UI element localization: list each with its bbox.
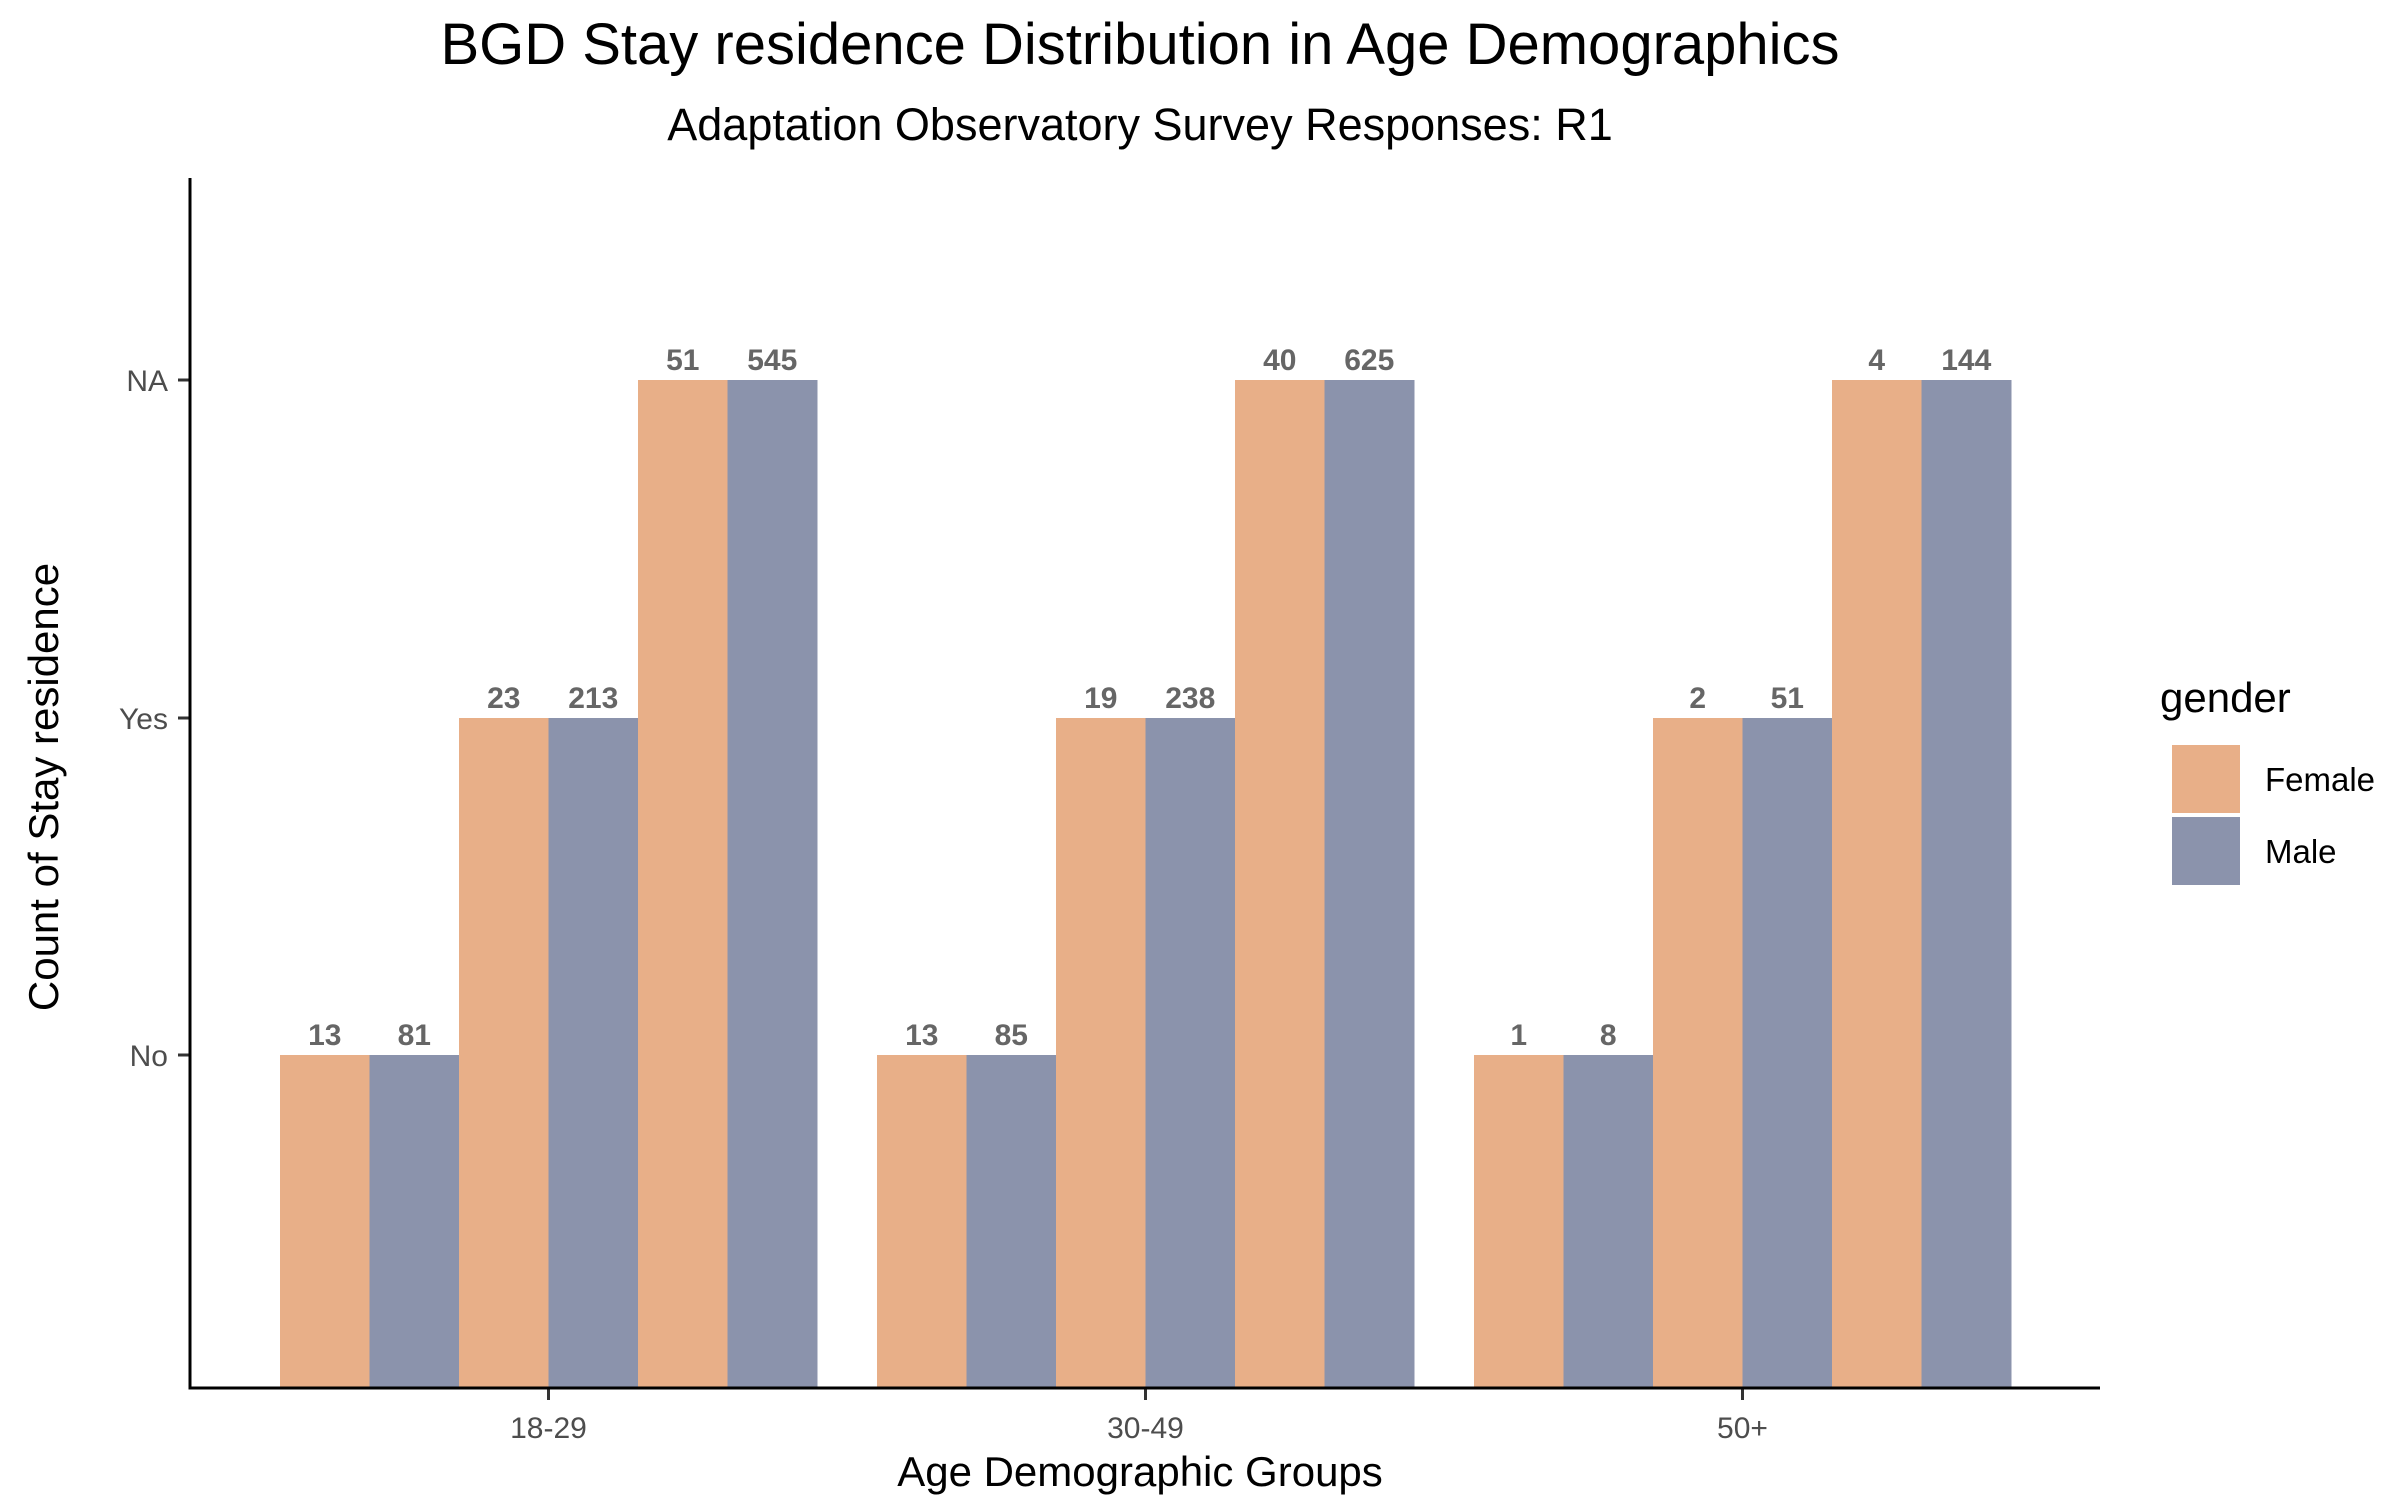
bar-female-no-30-49 (877, 1055, 967, 1388)
x-axis-title: Age Demographic Groups (897, 1448, 1383, 1495)
bar-female-na-50+ (1832, 380, 1922, 1388)
data-label: 2 (1689, 682, 1706, 715)
data-label: 625 (1344, 344, 1394, 377)
data-label: 213 (568, 682, 618, 715)
legend-swatch-female (2172, 745, 2240, 813)
bar-female-na-18-29 (638, 380, 728, 1388)
bars-layer (280, 380, 2012, 1388)
legend: gender Female Male (2160, 674, 2375, 885)
bar-female-yes-18-29 (459, 718, 549, 1388)
bar-female-yes-30-49 (1056, 718, 1146, 1388)
data-label: 238 (1165, 682, 1215, 715)
y-axis-title: Count of Stay residence (20, 563, 67, 1011)
data-label: 13 (905, 1019, 938, 1052)
bar-female-yes-50+ (1653, 718, 1743, 1388)
data-label: 13 (308, 1019, 341, 1052)
bar-male-no-18-29 (369, 1055, 460, 1388)
bar-female-no-50+ (1474, 1055, 1564, 1388)
data-label: 19 (1084, 682, 1117, 715)
x-tick-label: 50+ (1717, 1412, 1768, 1445)
bar-female-no-18-29 (280, 1055, 370, 1388)
data-label: 23 (487, 682, 520, 715)
data-label: 1 (1510, 1019, 1527, 1052)
data-label: 144 (1941, 344, 1991, 377)
bar-male-yes-30-49 (1145, 718, 1236, 1388)
bar-male-no-50+ (1563, 1055, 1654, 1388)
legend-swatch-male (2172, 817, 2240, 885)
data-labels-layer: 13 81 23 213 51 545 13 85 19 238 40 625 1 8 2 51 4 144 (308, 344, 1992, 1052)
chart-title: BGD Stay residence Distribution in Age D… (440, 12, 1839, 77)
bar-male-no-30-49 (966, 1055, 1057, 1388)
bar-male-yes-18-29 (548, 718, 639, 1388)
data-label: 51 (1771, 682, 1804, 715)
y-axis-ticks: No Yes NA (119, 365, 190, 1073)
bar-male-na-18-29 (727, 380, 818, 1388)
data-label: 545 (747, 344, 797, 377)
x-tick-label: 30-49 (1107, 1412, 1184, 1445)
legend-items: Female Male (2172, 745, 2375, 885)
chart-subtitle: Adaptation Observatory Survey Responses:… (667, 99, 1612, 150)
data-label: 40 (1263, 344, 1296, 377)
data-label: 8 (1600, 1019, 1617, 1052)
y-tick-label: NA (126, 365, 168, 398)
data-label: 81 (398, 1019, 431, 1052)
bar-female-na-30-49 (1235, 380, 1325, 1388)
legend-title: gender (2160, 674, 2291, 721)
x-axis-ticks: 18-29 30-49 50+ (510, 1388, 1768, 1445)
legend-label-male: Male (2265, 833, 2337, 870)
y-tick-label: No (130, 1040, 168, 1073)
bar-male-yes-50+ (1742, 718, 1833, 1388)
x-tick-label: 18-29 (510, 1412, 587, 1445)
data-label: 51 (666, 344, 699, 377)
legend-label-female: Female (2265, 761, 2375, 798)
data-label: 85 (995, 1019, 1028, 1052)
bar-male-na-50+ (1921, 380, 2012, 1388)
data-label: 4 (1868, 344, 1885, 377)
bar-male-na-30-49 (1324, 380, 1415, 1388)
y-tick-label: Yes (119, 703, 168, 736)
